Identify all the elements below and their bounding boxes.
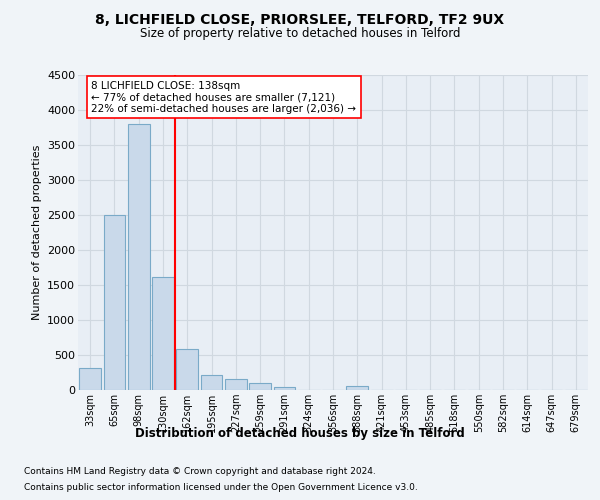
Bar xyxy=(200,374,223,390)
Text: 8, LICHFIELD CLOSE, PRIORSLEE, TELFORD, TF2 9UX: 8, LICHFIELD CLOSE, PRIORSLEE, TELFORD, … xyxy=(95,12,505,26)
Text: Contains HM Land Registry data © Crown copyright and database right 2024.: Contains HM Land Registry data © Crown c… xyxy=(24,468,376,476)
Text: Contains public sector information licensed under the Open Government Licence v3: Contains public sector information licen… xyxy=(24,482,418,492)
Text: Size of property relative to detached houses in Telford: Size of property relative to detached ho… xyxy=(140,28,460,40)
Bar xyxy=(225,379,247,390)
Bar xyxy=(152,276,174,390)
Text: 8 LICHFIELD CLOSE: 138sqm
← 77% of detached houses are smaller (7,121)
22% of se: 8 LICHFIELD CLOSE: 138sqm ← 77% of detac… xyxy=(91,80,356,114)
Bar xyxy=(176,350,198,390)
Y-axis label: Number of detached properties: Number of detached properties xyxy=(32,145,41,320)
Bar xyxy=(346,386,368,390)
Bar xyxy=(104,215,125,390)
Bar xyxy=(249,383,271,390)
Text: Distribution of detached houses by size in Telford: Distribution of detached houses by size … xyxy=(135,428,465,440)
Bar xyxy=(79,368,101,390)
Bar xyxy=(274,386,295,390)
Bar xyxy=(128,124,149,390)
